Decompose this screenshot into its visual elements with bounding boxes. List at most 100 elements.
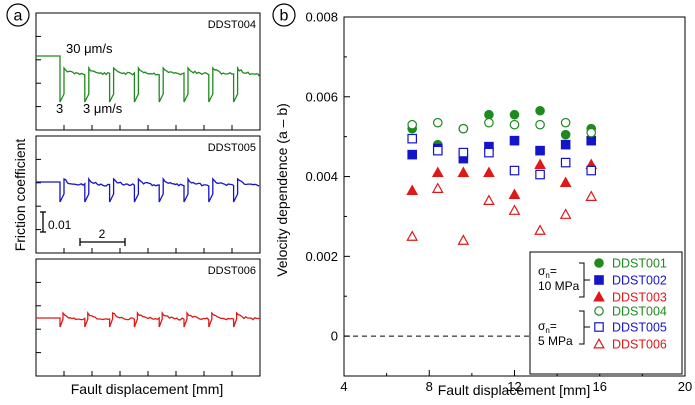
data-point-ddst005 [407,133,417,144]
data-point-ddst003 [406,184,419,195]
x-tick-label: 12 [507,379,521,394]
data-point-ddst001 [535,105,545,116]
y-tick-label: 0.008 [305,10,338,25]
legend: σn= 10 MPa σn= 5 MPa DDST001DDST002DDST0… [529,251,683,375]
data-point-ddst002 [535,145,545,156]
y-axis-label: Velocity dependence (a – b) [274,103,290,277]
data-point-ddst004 [560,117,571,128]
data-point-ddst003 [431,166,444,178]
data-point-ddst001 [484,109,494,120]
data-point-ddst004 [432,117,443,128]
legend-marker-ddst003 [593,290,605,302]
data-point-ddst005 [560,157,571,168]
friction-trace-ddst006 [36,310,260,328]
data-point-ddst004 [484,117,494,128]
data-point-ddst003 [508,188,521,199]
data-point-ddst006 [406,230,419,241]
data-point-ddst005 [509,165,520,176]
data-point-ddst006 [559,208,572,219]
data-point-ddst001 [509,109,520,120]
data-point-ddst005 [484,147,494,158]
data-point-ddst006 [483,194,495,205]
panel-a-ticks [35,35,261,376]
legend-group-5mpa: σn= 5 MPa [538,310,590,348]
legend-value-10: 10 MPa [538,279,580,293]
panel-a-label: a [14,8,23,25]
annotation-slow-velocity-b: 3 μm/s [83,101,123,116]
data-point-ddst002 [509,135,520,146]
data-point-ddst003 [483,166,495,178]
data-point-ddst006 [534,224,546,235]
legend-marker-ddst006 [593,337,605,349]
y-tick-label: 0.006 [305,89,338,104]
scale-bar-x: 2 [79,227,126,246]
legend-marker-ddst001 [594,258,604,268]
y-tick-label: 0.002 [305,249,338,264]
data-point-ddst005 [432,145,443,156]
legend-group-10mpa: σn= 10 MPa [538,262,590,298]
annotation-fast-velocity: 30 μm/s [66,41,113,56]
data-point-ddst005 [586,165,597,176]
data-point-ddst004 [458,123,469,134]
scale-bar-y-label: 0.01 [48,218,72,232]
friction-trace-ddst005 [36,176,260,203]
data-point-ddst004 [586,127,597,138]
legend-label-ddst001: DDST001 [612,257,667,271]
panel-b-points [406,105,598,245]
legend-marker-ddst004 [594,306,604,316]
x-axis-label: Fault displacement [mm] [438,382,591,398]
x-tick-label: 16 [593,379,607,394]
data-point-ddst005 [535,169,545,180]
y-tick-label: 0.004 [305,169,338,184]
data-point-ddst005 [458,147,469,158]
data-point-ddst006 [585,190,598,201]
scale-bar-y: 0.01 [40,211,72,233]
data-point-ddst006 [508,204,521,215]
friction-trace-ddst004 [36,55,260,103]
data-point-ddst006 [457,234,470,245]
data-point-ddst004 [535,119,545,130]
legend-bracket-10 [579,262,590,298]
x-tick-label: 20 [678,379,692,394]
trace-label-ddst005: DDST005 [208,142,256,154]
data-point-ddst003 [457,166,470,178]
data-point-ddst006 [431,182,444,193]
data-point-ddst003 [534,158,546,170]
data-point-ddst004 [407,119,417,130]
legend-marker-ddst002 [594,275,604,285]
panel-b-label-circle [272,3,296,27]
data-point-ddst002 [407,149,417,160]
legend-label-ddst004: DDST004 [612,305,667,319]
legend-marker-ddst005 [594,322,604,332]
data-point-ddst002 [560,139,571,150]
legend-bracket-5 [579,310,590,345]
panel-b-label: b [280,8,289,25]
data-point-ddst001 [560,129,571,140]
legend-box [529,251,683,375]
legend-label-ddst005: DDST005 [612,321,667,335]
legend-label-ddst003: DDST003 [612,291,667,305]
scale-bar-x-label: 2 [99,227,106,241]
x-tick-label: 4 [340,379,347,394]
x-tick-label: 8 [426,379,433,394]
panel-b-axes: 4 8 12 16 20 0 0.002 0.004 0.006 0.008 [305,10,692,395]
legend-label-ddst006: DDST006 [612,338,667,352]
legend-sigma-10: σn= [538,264,557,280]
legend-value-5: 5 MPa [538,334,573,348]
trace-label-ddst004: DDST004 [208,19,256,31]
data-point-ddst002 [586,135,597,146]
legend-label-ddst002: DDST002 [612,274,667,288]
panel-a-xlabel: Fault displacement [mm] [71,381,224,397]
annotation-slow-velocity-a: 3 [56,101,63,116]
trace-label-ddst006: DDST006 [208,265,256,277]
legend-sigma-5: σn= [538,319,557,335]
panel-b: b 4 8 12 16 20 0 0.002 0.004 0.006 0.008 Velocity… [272,3,692,398]
y-tick-label: 0 [331,329,338,344]
data-point-ddst003 [559,176,572,188]
panel-a-label-circle [6,3,30,27]
data-point-ddst004 [509,119,520,130]
panel-a-ylabel: Friction coefficient [12,139,28,252]
panel-a: a DDST004 DDST005 DDST006 30 μm/s 3 3 μm… [6,3,261,397]
